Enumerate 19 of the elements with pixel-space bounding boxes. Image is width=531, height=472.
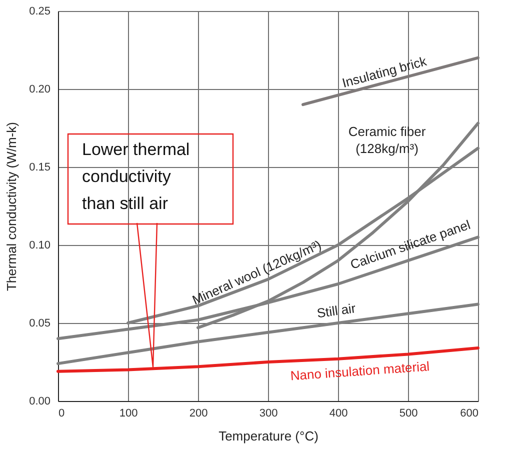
y-tick-label: 0.05 [29, 318, 50, 330]
y-axis-title: Thermal conductivity (W/m-k) [4, 122, 20, 292]
y-tick-label: 0.25 [29, 6, 50, 18]
y-tick-label: 0.20 [29, 84, 50, 96]
x-tick-label: 500 [399, 408, 418, 420]
x-tick-label: 300 [259, 408, 278, 420]
y-tick-label: 0.00 [29, 396, 50, 408]
x-tick-label: 200 [189, 408, 208, 420]
x-axis-title: Temperature (°C) [218, 428, 318, 444]
text: Still air [316, 300, 358, 321]
x-tick-label: 400 [329, 408, 348, 420]
y-tick-label: 0.15 [29, 162, 50, 174]
x-tick-label: 100 [119, 408, 138, 420]
x-tick-label: 0 [58, 408, 65, 420]
x-tick-label: 600 [460, 408, 478, 420]
series-label: Nano insulation material [290, 358, 430, 384]
text: Insulating brick [340, 53, 429, 90]
text: Calcium silicate panel [348, 216, 472, 272]
y-tick-label: 0.10 [29, 240, 50, 252]
